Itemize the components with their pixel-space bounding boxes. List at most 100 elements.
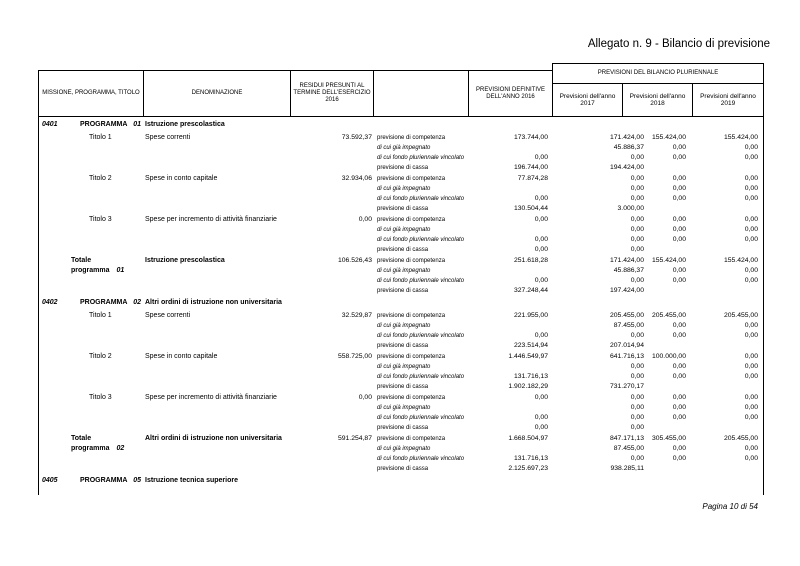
amount-value: 0,00	[744, 216, 758, 223]
amount-value	[644, 163, 686, 173]
amount-value: 327.248,44	[513, 287, 548, 294]
amount-value: 155.424,00	[723, 134, 758, 141]
amount-value: 1.446.549,97	[508, 353, 548, 360]
program-number: 02	[133, 299, 141, 306]
amount-value: 130.504,44	[513, 205, 548, 212]
amount-column-2018: 0,00 0,00 0,00	[644, 174, 686, 214]
amount-value: 641.716,13	[609, 353, 644, 360]
total-row-label: Totale programma 01	[71, 257, 125, 274]
sub-label: previsione di cassa	[377, 288, 429, 294]
amount-value	[644, 286, 686, 296]
amount-value: 205.455,00	[723, 435, 758, 442]
amount-value	[686, 464, 758, 474]
amount-value: 0,00	[744, 267, 758, 274]
amount-value: 221.955,00	[513, 312, 548, 319]
row-denominazione: Spese per incremento di attività finanzi…	[145, 394, 277, 401]
amount-value: 223.514,94	[513, 342, 548, 349]
amount-value: 0,00	[534, 394, 548, 401]
amount-column-2016: 1.668.504,97 131.716,13 2.125.697,23	[495, 434, 548, 474]
sub-row-labels: previsione di competenza di cui già impeg…	[375, 256, 495, 296]
amount-value	[644, 341, 686, 351]
amount-column-2018: 155.424,00 0,00 0,00	[644, 256, 686, 296]
header-empty-cell	[373, 70, 469, 117]
program-id: 0401 PROGRAMMA 01	[39, 120, 145, 132]
amount-value: 0,00	[744, 445, 758, 452]
amount-value: 0,00	[744, 277, 758, 284]
sub-row-labels: previsione di competenza di cui già impeg…	[375, 215, 495, 255]
amount-column-2018: 205.455,00 0,00 0,00	[644, 311, 686, 351]
sub-label: previsione di cassa	[377, 206, 429, 212]
amount-value	[686, 245, 758, 255]
amount-value: 0,00	[744, 373, 758, 380]
amount-value	[686, 204, 758, 214]
amount-column-2016: 221.955,00 0,00 223.514,94	[495, 311, 548, 351]
amount-value: 0,00	[672, 144, 686, 151]
sub-label: previsione di cassa	[377, 343, 429, 349]
row-denominazione: Altri ordini di istruzione non universit…	[145, 435, 282, 442]
program-header-row: 0405 PROGRAMMA 05 Istruzione tecnica superi…	[39, 476, 763, 488]
titolo-row: Titolo 3 Spese per incremento di attività…	[39, 393, 763, 433]
amount-value: 0,00	[630, 185, 644, 192]
amount-value: 0,00	[630, 414, 644, 421]
sub-label: di cui già impegnato	[377, 186, 431, 192]
amount-value: 0,00	[630, 226, 644, 233]
amount-value: 0,00	[672, 154, 686, 161]
amount-value: 0,00	[534, 277, 548, 284]
amount-value: 0,00	[630, 277, 644, 284]
program-name: Istruzione tecnica superiore	[145, 477, 238, 484]
sub-label: previsione di cassa	[377, 247, 429, 253]
header-residui-presunti: RESIDUI PRESUNTI AL TERMINE DELL'ESERCIZ…	[290, 70, 374, 117]
amount-value: 0,00	[630, 394, 644, 401]
sub-row-labels: previsione di competenza di cui già impeg…	[375, 174, 495, 214]
amount-column-2019: 0,00 0,00 0,00	[686, 352, 758, 392]
amount-column-2017: 171.424,00 45.886,37 0,00 197.424,00	[548, 256, 644, 296]
titolo-label: Titolo 2	[89, 175, 112, 182]
sub-label: previsione di cassa	[377, 425, 429, 431]
amount-value: 251.618,28	[513, 257, 548, 264]
amount-value	[495, 321, 548, 331]
amount-column-2017: 171.424,00 45.886,37 0,00 194.424,00	[548, 133, 644, 173]
sub-label: di cui fondo pluriennale vincolato	[377, 155, 465, 161]
program-label: PROGRAMMA	[80, 477, 128, 484]
amount-value: 0,00	[534, 424, 548, 431]
row-denominazione: Spese per incremento di attività finanzi…	[145, 216, 277, 223]
sub-label: di cui fondo pluriennale vincolato	[377, 196, 465, 202]
program-id: 0402 PROGRAMMA 02	[39, 298, 145, 310]
titolo-row: Titolo 3 Spese per incremento di attività…	[39, 215, 763, 255]
residui-value: 0,00	[358, 216, 372, 223]
amount-value	[495, 362, 548, 372]
header-anno-2017: Previsioni dell'anno 2017	[552, 83, 623, 117]
amount-value	[495, 225, 548, 235]
residui-value: 106.526,43	[337, 257, 372, 264]
sub-label: di cui già impegnato	[377, 323, 431, 329]
document-title: Allegato n. 9 - Bilancio di previsione	[587, 38, 770, 50]
titolo-label: Titolo 1	[89, 312, 112, 319]
header-anno-2019: Previsioni dell'anno 2019	[692, 83, 764, 117]
amount-value	[686, 286, 758, 296]
amount-value: 0,00	[744, 404, 758, 411]
sub-label: previsione di competenza	[377, 436, 446, 442]
amount-column-2019: 205.455,00 0,00 0,00	[686, 434, 758, 474]
amount-column-2017: 0,00 0,00 0,00 0,00	[548, 215, 644, 255]
amount-value: 2.125.697,23	[508, 465, 548, 472]
amount-column-2019: 155.424,00 0,00 0,00	[686, 256, 758, 296]
total-row: Totale programma 01 Istruzione prescolasti…	[39, 256, 763, 296]
amount-column-2017: 847.171,13 87.455,00 0,00 938.285,11	[548, 434, 644, 474]
amount-value	[686, 423, 758, 433]
amount-column-2017: 641.716,13 0,00 0,00 731.270,17	[548, 352, 644, 392]
amount-value: 0,00	[672, 195, 686, 202]
amount-value: 0,00	[672, 394, 686, 401]
amount-value: 0,00	[744, 414, 758, 421]
amount-value: 155.424,00	[723, 257, 758, 264]
amount-value: 0,00	[630, 216, 644, 223]
amount-value: 0,00	[744, 185, 758, 192]
program-name: Istruzione prescolastica	[145, 121, 225, 128]
amount-value: 131.716,13	[513, 455, 548, 462]
program-code: 0401	[42, 121, 58, 128]
amount-column-2019: 0,00 0,00 0,00	[686, 174, 758, 214]
amount-value: 938.285,11	[610, 465, 644, 472]
program-name: Altri ordini di istruzione non universit…	[145, 299, 282, 306]
amount-value: 0,00	[630, 236, 644, 243]
amount-column-2017: 205.455,00 87.455,00 0,00 207.014,94	[548, 311, 644, 351]
sub-label: previsione di cassa	[377, 466, 429, 472]
